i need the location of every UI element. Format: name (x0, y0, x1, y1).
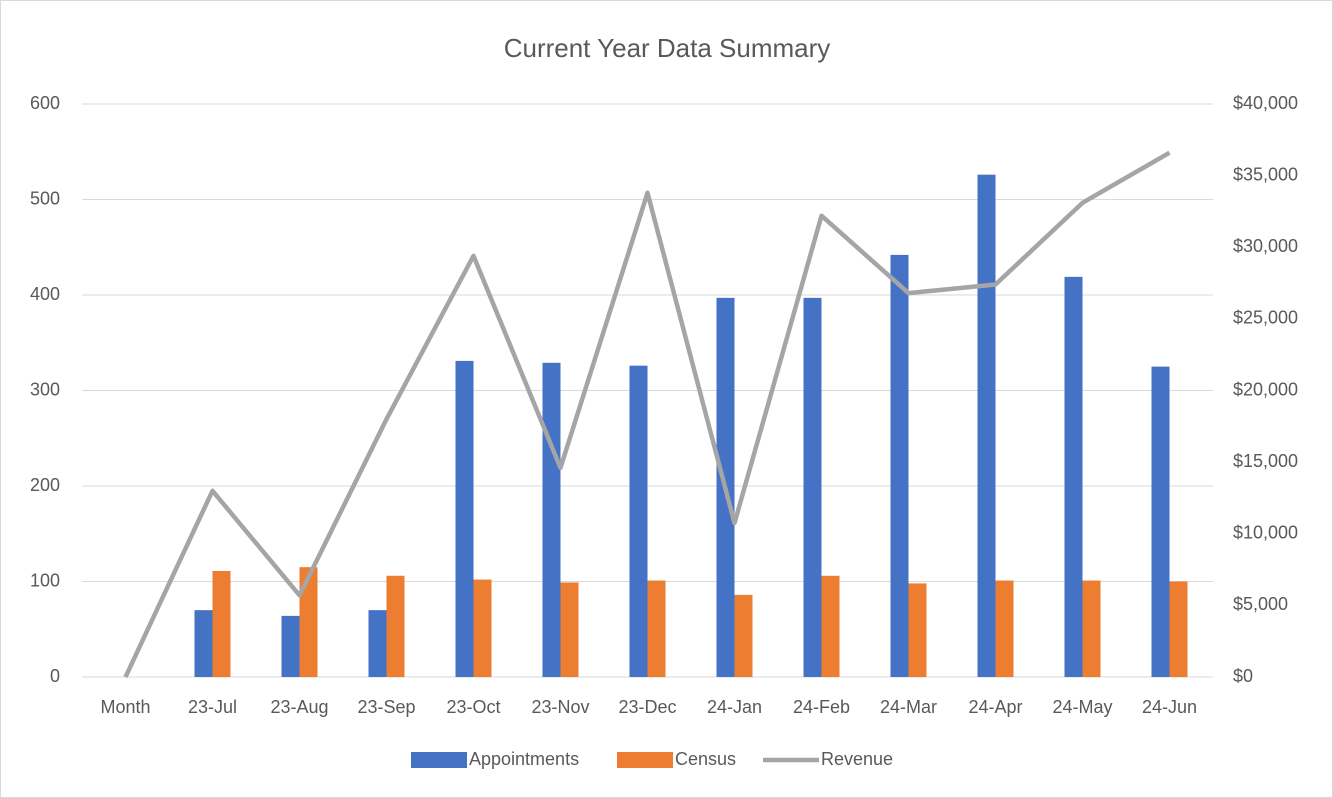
x-tick-label: 23-Nov (531, 697, 589, 717)
bar (647, 580, 666, 677)
bar (1151, 366, 1170, 677)
y-tick-label: 0 (50, 666, 60, 686)
y2-tick-label: $10,000 (1233, 523, 1298, 543)
bar (560, 582, 579, 677)
x-tick-label: 23-Aug (270, 697, 328, 717)
y2-tick-label: $35,000 (1233, 164, 1298, 184)
legend-label: Census (675, 749, 736, 769)
line (123, 150, 1171, 678)
y2-tick-label: $5,000 (1233, 594, 1288, 614)
bar (1169, 581, 1188, 677)
bar (212, 570, 231, 677)
x-tick-label: 23-Sep (357, 697, 415, 717)
y-tick-label: 300 (30, 379, 60, 399)
y-tick-label: 400 (30, 284, 60, 304)
bar (995, 580, 1014, 677)
x-tick-label: 23-Oct (446, 697, 500, 717)
chart-title: Current Year Data Summary (504, 33, 831, 63)
y2-tick-label: $25,000 (1233, 308, 1298, 328)
bar (542, 362, 561, 677)
x-tick-label: 23-Dec (618, 697, 676, 717)
x-tick-label: 24-Mar (880, 697, 937, 717)
legend-label: Appointments (469, 749, 579, 769)
bar (1064, 276, 1083, 677)
bar (1082, 580, 1101, 677)
x-tick-label: 24-Feb (793, 697, 850, 717)
bar (734, 594, 753, 677)
legend-label: Revenue (821, 749, 893, 769)
y-tick-label: 200 (30, 475, 60, 495)
bar (473, 579, 492, 677)
x-tick-label: 24-Jun (1142, 697, 1197, 717)
x-tick-label: 24-Jan (707, 697, 762, 717)
x-tick-label: 23-Jul (188, 697, 237, 717)
bar (194, 610, 213, 677)
bar (386, 575, 405, 677)
x-tick-label: 24-May (1052, 697, 1112, 717)
y-tick-label: 100 (30, 570, 60, 590)
y2-tick-label: $15,000 (1233, 451, 1298, 471)
legend-swatch (411, 752, 467, 768)
bar (908, 583, 927, 677)
legend-swatch (617, 752, 673, 768)
bar (803, 297, 822, 677)
bar (890, 254, 909, 677)
y2-tick-label: $30,000 (1233, 236, 1298, 256)
x-tick-label: 24-Apr (968, 697, 1022, 717)
bar (455, 360, 474, 677)
y-tick-label: 500 (30, 188, 60, 208)
bar (821, 575, 840, 677)
y2-tick-label: $40,000 (1233, 93, 1298, 113)
x-tick-label: Month (100, 697, 150, 717)
y2-tick-label: $0 (1233, 666, 1253, 686)
bar (299, 567, 318, 677)
y2-tick-label: $20,000 (1233, 379, 1298, 399)
bar (281, 615, 300, 677)
bar (368, 610, 387, 677)
y-tick-label: 600 (30, 93, 60, 113)
bar (977, 174, 996, 678)
bar (629, 365, 648, 677)
